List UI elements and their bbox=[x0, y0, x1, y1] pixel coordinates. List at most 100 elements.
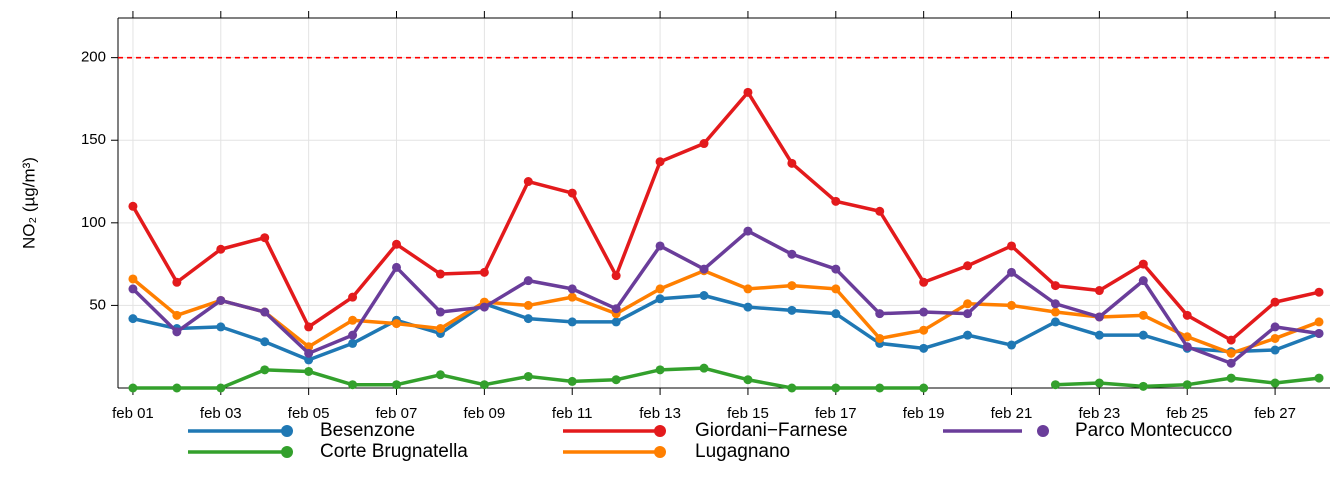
x-tick-label: feb 01 bbox=[112, 405, 154, 422]
data-point bbox=[435, 269, 445, 279]
data-point bbox=[1094, 330, 1104, 340]
data-point bbox=[831, 264, 841, 274]
data-point bbox=[172, 327, 182, 337]
data-point bbox=[1314, 328, 1324, 338]
data-point bbox=[875, 309, 885, 319]
data-point bbox=[128, 284, 138, 294]
data-point bbox=[611, 304, 621, 314]
data-point bbox=[699, 139, 709, 149]
data-point bbox=[567, 376, 577, 386]
x-tick-label: feb 19 bbox=[903, 405, 945, 422]
data-point bbox=[1226, 358, 1236, 368]
data-point bbox=[1270, 297, 1280, 307]
legend-dot bbox=[1037, 425, 1049, 437]
data-point bbox=[348, 330, 358, 340]
legend-dot bbox=[654, 425, 666, 437]
data-point bbox=[216, 322, 226, 332]
data-point bbox=[1182, 342, 1192, 352]
data-point bbox=[172, 383, 182, 393]
y-tick-label: 50 bbox=[89, 296, 106, 313]
data-point bbox=[348, 292, 358, 302]
data-point bbox=[172, 277, 182, 287]
data-point bbox=[348, 380, 358, 390]
data-point bbox=[611, 271, 621, 281]
data-point bbox=[128, 314, 138, 324]
data-point bbox=[787, 305, 797, 315]
data-point bbox=[304, 366, 314, 376]
data-point bbox=[787, 158, 797, 168]
data-point bbox=[1314, 317, 1324, 327]
data-point bbox=[1314, 373, 1324, 383]
data-point bbox=[304, 355, 314, 365]
data-point bbox=[479, 302, 489, 312]
legend-label: Lugagnano bbox=[695, 441, 790, 462]
x-tick-label: feb 27 bbox=[1254, 405, 1296, 422]
series-line bbox=[131, 229, 1320, 365]
data-point bbox=[128, 274, 138, 284]
data-point bbox=[1138, 381, 1148, 391]
x-tick-label: feb 25 bbox=[1166, 405, 1208, 422]
data-point bbox=[392, 239, 402, 249]
data-point bbox=[743, 284, 753, 294]
data-point bbox=[919, 307, 929, 317]
data-point bbox=[1270, 322, 1280, 332]
data-point bbox=[1007, 241, 1017, 251]
data-point bbox=[260, 365, 270, 375]
data-point bbox=[1138, 330, 1148, 340]
data-point bbox=[1270, 378, 1280, 388]
data-point bbox=[260, 233, 270, 243]
data-point bbox=[611, 375, 621, 385]
data-point bbox=[1007, 300, 1017, 310]
data-point bbox=[655, 365, 665, 375]
legend-label: Parco Montecucco bbox=[1075, 420, 1232, 441]
data-point bbox=[1226, 373, 1236, 383]
x-tick-label: feb 15 bbox=[727, 405, 769, 422]
data-point bbox=[875, 206, 885, 216]
data-point bbox=[1138, 310, 1148, 320]
data-point bbox=[435, 307, 445, 317]
data-point bbox=[1314, 287, 1324, 297]
x-tick-label: feb 07 bbox=[376, 405, 418, 422]
data-point bbox=[260, 337, 270, 347]
x-tick-label: feb 05 bbox=[288, 405, 330, 422]
data-point bbox=[743, 226, 753, 236]
data-point bbox=[1182, 332, 1192, 342]
data-point bbox=[919, 343, 929, 353]
data-point bbox=[1050, 307, 1060, 317]
series-line bbox=[132, 293, 1320, 362]
series-line bbox=[131, 268, 1320, 356]
data-point bbox=[963, 330, 973, 340]
legend-label: Besenzone bbox=[320, 420, 415, 441]
data-point bbox=[435, 324, 445, 334]
data-point bbox=[479, 380, 489, 390]
y-tick-label: 200 bbox=[81, 49, 106, 66]
data-point bbox=[1050, 299, 1060, 309]
data-point bbox=[655, 157, 665, 167]
data-point bbox=[743, 87, 753, 97]
x-tick-label: feb 11 bbox=[552, 405, 593, 422]
data-point bbox=[787, 383, 797, 393]
data-point bbox=[1138, 276, 1148, 286]
data-point bbox=[348, 315, 358, 325]
x-tick-label: feb 09 bbox=[464, 405, 506, 422]
y-tick-label: 150 bbox=[81, 131, 106, 148]
data-point bbox=[1182, 380, 1192, 390]
data-point bbox=[1226, 348, 1236, 358]
data-point bbox=[1094, 312, 1104, 322]
legend-dot bbox=[654, 446, 666, 458]
data-point bbox=[1050, 281, 1060, 291]
x-tick-label: feb 13 bbox=[639, 405, 681, 422]
data-point bbox=[172, 310, 182, 320]
legend-label: Giordani−Farnese bbox=[695, 420, 848, 441]
data-point bbox=[479, 267, 489, 277]
data-point bbox=[655, 284, 665, 294]
data-point bbox=[392, 319, 402, 329]
data-point bbox=[787, 281, 797, 291]
data-point bbox=[523, 177, 533, 187]
data-point bbox=[831, 383, 841, 393]
data-point bbox=[216, 295, 226, 305]
data-point bbox=[567, 317, 577, 327]
legend-dot bbox=[281, 446, 293, 458]
data-point bbox=[743, 302, 753, 312]
